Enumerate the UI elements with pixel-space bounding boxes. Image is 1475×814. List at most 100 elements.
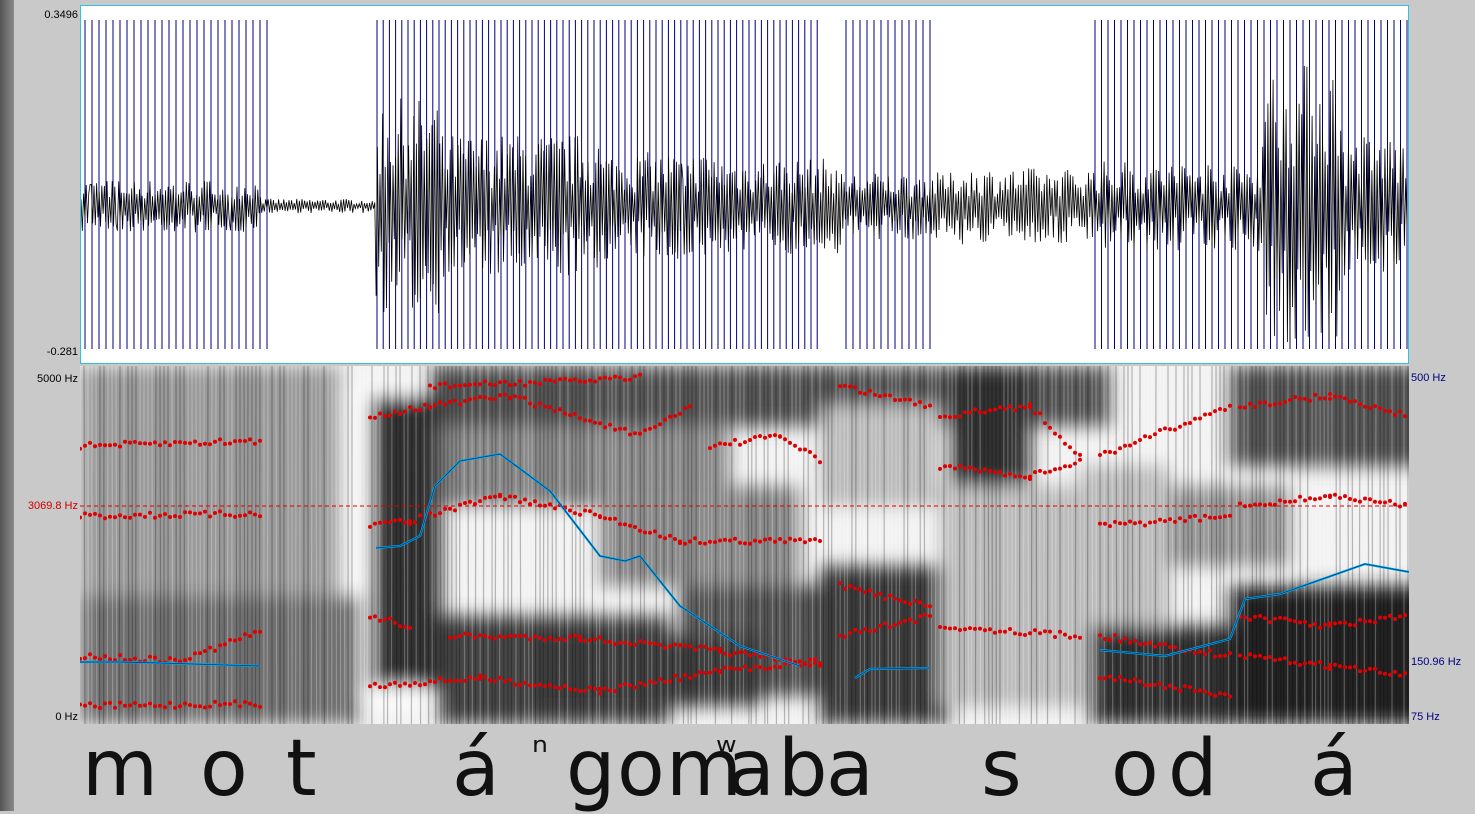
formant-point	[1358, 402, 1362, 406]
formant-point	[483, 396, 487, 400]
formant-point	[813, 657, 817, 661]
formant-point	[83, 656, 87, 660]
formant-point	[88, 652, 92, 656]
formant-point	[1213, 655, 1217, 659]
formant-point	[1313, 662, 1317, 666]
formant-point	[393, 621, 397, 625]
formant-point	[578, 638, 582, 642]
striation	[379, 366, 380, 724]
formant-point	[243, 700, 247, 704]
formant-point	[1293, 661, 1297, 665]
formant-point	[603, 425, 607, 429]
formant-point	[548, 502, 552, 506]
formant-point	[1103, 676, 1107, 680]
formant-point	[453, 679, 457, 683]
formant-point	[428, 679, 432, 683]
formant-point	[1288, 661, 1292, 665]
formant-point	[1243, 406, 1247, 410]
formant-point	[878, 394, 882, 398]
formant-point	[1103, 450, 1107, 454]
formant-point	[738, 541, 742, 545]
formant-point	[993, 408, 997, 412]
striation	[1283, 366, 1284, 724]
formant-point	[213, 511, 217, 515]
formant-point	[718, 441, 722, 445]
formant-point	[473, 677, 477, 681]
formant-point	[1073, 634, 1077, 638]
formant-point	[573, 688, 577, 692]
formant-point	[1068, 636, 1072, 640]
formant-point	[528, 683, 532, 687]
formant-point	[93, 656, 97, 660]
formant-point	[118, 445, 122, 449]
formant-point	[193, 440, 197, 444]
formant-point	[1118, 446, 1122, 450]
formant-point	[528, 502, 532, 506]
formant-point	[158, 443, 162, 447]
formant-point	[758, 434, 762, 438]
formant-point	[218, 509, 222, 513]
formant-point	[538, 401, 542, 405]
formant-point	[1003, 474, 1007, 478]
formant-point	[1328, 623, 1332, 627]
formant-point	[1328, 667, 1332, 671]
striation	[1223, 366, 1224, 724]
spectrogram-max-freq-label: 5000 Hz	[8, 373, 78, 385]
formant-point	[128, 441, 132, 445]
formant-point	[388, 682, 392, 686]
formant-point	[488, 382, 492, 386]
formant-point	[223, 702, 227, 706]
segment-a-acute2: á	[1310, 730, 1358, 808]
formant-point	[503, 393, 507, 397]
formant-point	[1353, 399, 1357, 403]
formant-point	[1018, 404, 1022, 408]
formant-point	[453, 508, 457, 512]
formant-point	[943, 464, 947, 468]
formant-point	[603, 687, 607, 691]
formant-point	[948, 415, 952, 419]
formant-point	[838, 384, 842, 388]
formant-point	[818, 539, 822, 543]
formant-point	[1283, 656, 1287, 660]
formant-point	[648, 427, 652, 431]
formant-point	[853, 628, 857, 632]
formant-point	[1293, 395, 1297, 399]
formant-point	[478, 382, 482, 386]
formant-point	[468, 633, 472, 637]
striation	[1028, 366, 1029, 724]
formant-point	[603, 640, 607, 644]
waveform-plot[interactable]	[81, 6, 1408, 363]
formant-point	[868, 629, 872, 633]
waveform-panel[interactable]	[80, 5, 1409, 364]
formant-point	[993, 470, 997, 474]
formant-point	[653, 681, 657, 685]
formant-point	[838, 634, 842, 638]
striation	[572, 366, 573, 724]
striation	[820, 366, 821, 724]
formant-point	[1193, 514, 1197, 518]
formant-point	[863, 392, 867, 396]
formant-point	[1008, 404, 1012, 408]
formant-point	[553, 638, 557, 642]
formant-point	[1358, 669, 1362, 673]
spectrogram-plot[interactable]	[80, 366, 1409, 724]
striation	[984, 366, 985, 724]
striation	[447, 366, 448, 724]
formant-point	[803, 661, 807, 665]
striation	[411, 366, 412, 724]
formant-point	[1188, 515, 1192, 519]
formant-point	[513, 394, 517, 398]
formant-point	[593, 421, 597, 425]
formant-point	[518, 683, 522, 687]
formant-point	[763, 667, 767, 671]
formant-point	[243, 439, 247, 443]
formant-point	[728, 666, 732, 670]
formant-point	[543, 378, 547, 382]
formant-point	[473, 636, 477, 640]
spectrogram-panel[interactable]	[80, 366, 1409, 724]
striation	[1372, 366, 1373, 724]
formant-point	[1213, 694, 1217, 698]
formant-point	[628, 378, 632, 382]
formant-point	[1128, 520, 1132, 524]
segment-o: o	[200, 730, 248, 808]
